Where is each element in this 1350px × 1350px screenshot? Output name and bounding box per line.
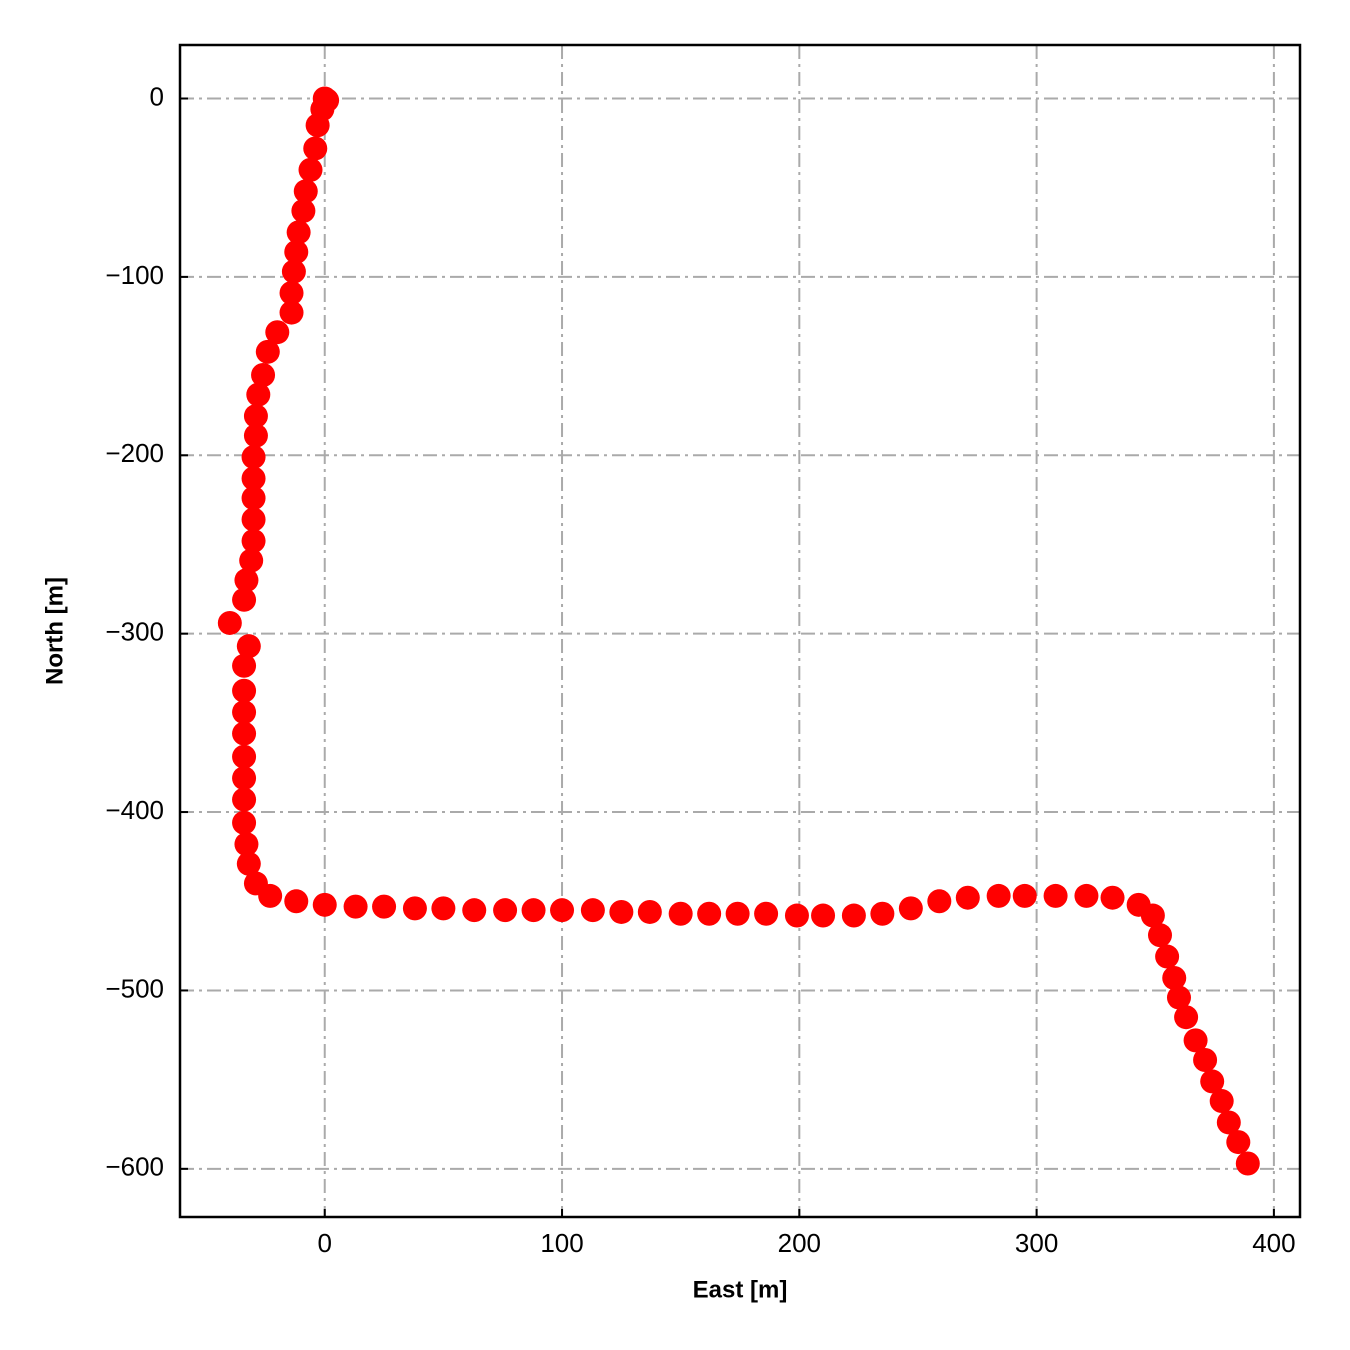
point <box>1162 965 1187 990</box>
point <box>232 810 257 835</box>
point <box>754 901 779 926</box>
y-tick-label: −100 <box>105 260 164 290</box>
point <box>402 896 427 921</box>
point <box>251 363 276 388</box>
point <box>234 568 259 593</box>
point <box>1174 1005 1199 1030</box>
point <box>493 898 518 923</box>
point <box>668 901 693 926</box>
x-tick-label: 0 <box>318 1228 332 1258</box>
point <box>637 899 662 924</box>
point <box>243 404 268 429</box>
point <box>241 507 266 532</box>
point <box>1074 883 1099 908</box>
point <box>550 898 575 923</box>
point <box>725 901 750 926</box>
point <box>232 678 257 703</box>
x-tick-label: 100 <box>540 1228 583 1258</box>
point <box>372 894 397 919</box>
y-axis-label: North [m] <box>41 577 68 685</box>
point <box>431 896 456 921</box>
point <box>1043 883 1068 908</box>
point <box>462 898 487 923</box>
point <box>279 300 304 325</box>
y-tick-label: −500 <box>105 973 164 1003</box>
point <box>697 901 722 926</box>
x-tick-label: 400 <box>1252 1228 1295 1258</box>
point <box>784 903 809 928</box>
point <box>236 634 261 659</box>
point <box>232 744 257 769</box>
point <box>1200 1069 1225 1094</box>
point <box>1226 1130 1251 1155</box>
y-tick-label: −300 <box>105 617 164 647</box>
point <box>1209 1089 1234 1114</box>
point <box>241 528 266 553</box>
point <box>343 894 368 919</box>
y-tick-label: −200 <box>105 438 164 468</box>
point <box>986 883 1011 908</box>
point <box>1148 923 1172 948</box>
point <box>255 339 280 364</box>
point <box>241 445 266 470</box>
point <box>841 903 866 928</box>
point <box>217 610 242 635</box>
plot-frame <box>178 43 1302 1219</box>
point <box>1235 1151 1260 1176</box>
point <box>521 898 546 923</box>
point <box>1012 883 1037 908</box>
point <box>1216 1110 1241 1135</box>
point <box>284 239 309 264</box>
point <box>241 466 266 491</box>
x-tick-label: 300 <box>1015 1228 1058 1258</box>
point <box>1155 944 1180 969</box>
point <box>232 587 257 612</box>
point <box>232 721 257 746</box>
point <box>232 766 257 791</box>
point <box>580 898 605 923</box>
point <box>1166 985 1191 1010</box>
point <box>1140 903 1165 928</box>
point <box>241 486 266 511</box>
point <box>927 889 952 914</box>
point <box>281 259 306 284</box>
point <box>1100 885 1125 910</box>
point <box>811 903 836 928</box>
point <box>265 320 290 345</box>
point <box>1193 1048 1218 1073</box>
point <box>232 700 257 725</box>
point <box>246 382 271 407</box>
point <box>236 851 261 876</box>
point <box>870 901 895 926</box>
point <box>279 280 304 305</box>
point <box>291 198 316 223</box>
point <box>1183 1028 1208 1053</box>
point <box>955 885 980 910</box>
point <box>898 896 923 921</box>
point <box>232 653 257 678</box>
point <box>286 220 311 245</box>
y-tick-label: −400 <box>105 795 164 825</box>
point <box>243 423 268 448</box>
point <box>609 899 634 924</box>
y-tick-label: 0 <box>150 81 164 111</box>
point <box>298 157 323 182</box>
point <box>305 113 330 138</box>
point <box>234 832 259 857</box>
point <box>239 548 264 573</box>
x-axis-label: East [m] <box>693 1276 788 1303</box>
x-tick-label: 200 <box>778 1228 821 1258</box>
y-tick-label: −600 <box>105 1152 164 1182</box>
point <box>312 892 337 917</box>
point <box>293 179 318 204</box>
point <box>284 889 309 914</box>
point <box>258 883 283 908</box>
point <box>232 787 257 812</box>
point <box>303 136 328 161</box>
